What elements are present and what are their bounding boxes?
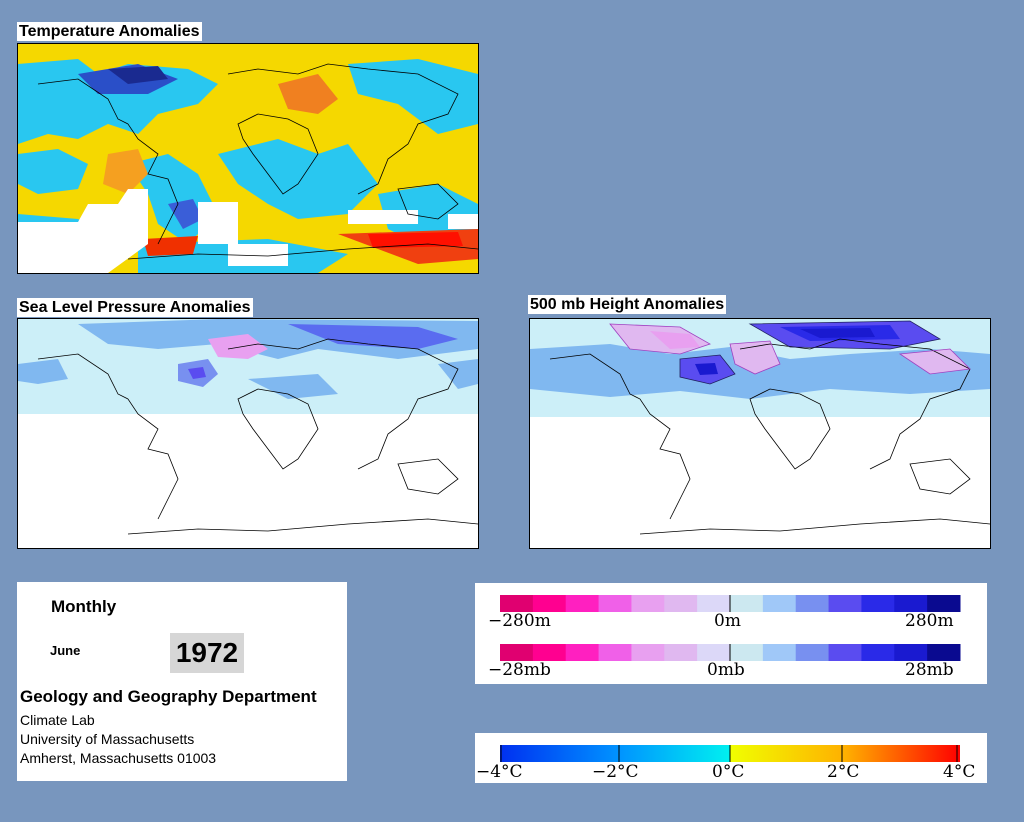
temp-legend-plus4: 4°C xyxy=(943,762,976,782)
colorbar-swatch xyxy=(861,595,895,612)
period-type: Monthly xyxy=(51,597,117,616)
colorbar-swatch xyxy=(664,595,698,612)
height-map xyxy=(529,318,991,549)
height-legend-center: 0m xyxy=(714,611,741,631)
height-legend-left: −280m xyxy=(488,611,551,631)
colorbar-swatch xyxy=(631,644,665,661)
colorbar-swatch xyxy=(565,644,600,661)
colorbar-swatch xyxy=(500,644,534,661)
colorbar-swatch xyxy=(762,644,797,661)
lab: Climate Lab xyxy=(20,712,95,728)
slp-title: Sea Level Pressure Anomalies xyxy=(17,298,253,317)
colorbar-swatch xyxy=(598,644,632,661)
colorbar-swatch xyxy=(697,595,731,612)
temperature-colorbar xyxy=(500,745,960,762)
colorbar-swatch xyxy=(664,644,698,661)
colorbar-swatch xyxy=(598,595,632,612)
colorbar-swatch xyxy=(894,644,928,661)
colorbar-swatch xyxy=(927,595,961,612)
temperature-title: Temperature Anomalies xyxy=(17,22,202,41)
month: June xyxy=(50,643,81,658)
colorbar-swatch xyxy=(894,595,928,612)
colorbar-swatch xyxy=(697,644,731,661)
colorbar-swatch xyxy=(828,644,862,661)
colorbar-swatch xyxy=(500,595,534,612)
temperature-map xyxy=(17,43,479,274)
colorbar-swatch xyxy=(828,595,862,612)
colorbar-swatch xyxy=(565,595,600,612)
colorbar-swatch xyxy=(730,595,764,612)
temperature-legend-panel: −4°C −2°C 0°C 2°C 4°C xyxy=(475,733,987,783)
colorbar-swatch xyxy=(795,595,830,612)
colorbar-swatch xyxy=(927,644,961,661)
year-badge: 1972 xyxy=(170,633,244,673)
colorbar-swatch xyxy=(532,595,567,612)
anomaly-legend-panel: −280m 0m 280m −28mb 0mb 28mb xyxy=(475,583,987,684)
colorbar-swatch xyxy=(795,644,830,661)
university: University of Massachusetts xyxy=(20,731,195,747)
colorbar-swatch xyxy=(730,644,764,661)
slp-map xyxy=(17,318,479,549)
colorbar-swatch xyxy=(861,644,895,661)
address: Amherst, Massachusetts 01003 xyxy=(20,750,217,766)
colorbar-swatch xyxy=(762,595,797,612)
temp-legend-plus2: 2°C xyxy=(827,762,860,782)
department: Geology and Geography Department xyxy=(20,687,317,706)
temp-legend-minus4: −4°C xyxy=(476,762,523,782)
height-title: 500 mb Height Anomalies xyxy=(528,295,727,314)
colorbar-swatch xyxy=(532,644,567,661)
temp-legend-minus2: −2°C xyxy=(592,762,639,782)
pressure-legend-left: −28mb xyxy=(488,660,551,680)
height-legend-right: 280m xyxy=(905,611,954,631)
pressure-legend-right: 28mb xyxy=(905,660,954,680)
colorbar-swatch xyxy=(631,595,665,612)
height-colorbar xyxy=(500,595,961,661)
temp-legend-zero: 0°C xyxy=(712,762,745,782)
pressure-legend-center: 0mb xyxy=(707,660,745,680)
info-panel: Monthly June 1972 Geology and Geography … xyxy=(17,582,347,781)
